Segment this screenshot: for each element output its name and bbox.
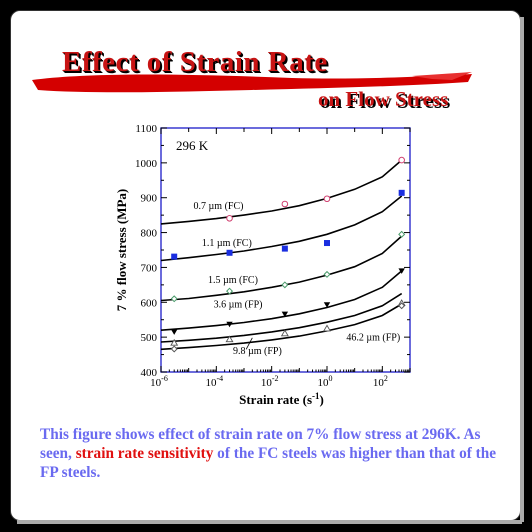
y-tick-label: 1100	[135, 123, 157, 135]
x-axis-label: Strain rate (s-1)	[239, 391, 324, 407]
x-tick-label: 10-4	[205, 374, 223, 389]
fit-curve	[160, 303, 403, 351]
data-point	[323, 270, 331, 278]
y-tick-label: 1000	[135, 158, 158, 170]
series-label: 9.8 µm (FP)	[233, 346, 282, 357]
y-tick-label: 900	[141, 193, 158, 205]
data-point	[398, 189, 405, 196]
data-point	[280, 329, 289, 337]
y-tick-label: 500	[141, 332, 158, 344]
data-point	[171, 329, 178, 335]
data-point	[281, 281, 289, 289]
data-point	[226, 214, 233, 222]
x-tick-label: 10-2	[261, 374, 279, 389]
data-point	[281, 200, 289, 208]
series-label: 46.2 µm (FP)	[346, 333, 400, 344]
caption-part1: This figure shows effect of strain rate …	[40, 426, 481, 462]
caption: This figure shows effect of strain rate …	[40, 425, 510, 482]
data-point	[323, 324, 331, 332]
series-label: 0.7 µm (FC)	[194, 201, 244, 212]
x-tick-label: 102	[373, 374, 388, 389]
data-point	[226, 249, 233, 256]
caption-highlight: strain rate sensitivity	[75, 445, 214, 462]
x-tick-label: 10-6	[150, 374, 168, 389]
data-point	[226, 321, 233, 328]
series-label: 1.5 µm (FC)	[208, 275, 258, 286]
series-label: 3.6 µm (FP)	[214, 300, 263, 311]
data-point	[170, 345, 178, 353]
data-point	[281, 311, 289, 318]
flow-stress-chart: 400 500 600 700 800 900 1000 1100 10-6 10-4 10-2 10…	[114, 123, 411, 407]
data-point	[226, 287, 234, 295]
y-tick-label: 600	[141, 297, 158, 309]
fit-curve	[160, 292, 403, 343]
data-point	[398, 230, 406, 238]
slide-title-line1: Effect of Strain Rate	[62, 46, 328, 78]
slide-title-line2: on Flow Stress	[318, 87, 449, 111]
data-point	[323, 302, 331, 308]
data-point	[170, 338, 179, 346]
data-point	[398, 156, 405, 164]
fit-curve	[160, 159, 403, 225]
x-tick-label: 100	[318, 374, 333, 389]
red-brush-stroke	[32, 72, 472, 93]
data-point	[171, 253, 178, 260]
fit-curve	[160, 235, 403, 302]
y-axis-label: 7 % flow stress (MPa)	[114, 189, 129, 312]
data-point	[398, 302, 406, 310]
y-tick-label: 400	[141, 367, 158, 379]
slide-frame	[10, 10, 524, 524]
series-label: 1.1 µm (FC)	[202, 238, 252, 249]
data-point	[398, 268, 405, 274]
label-pointer	[245, 337, 253, 350]
caption-part2: of the FC steels was higher than that of…	[40, 445, 497, 481]
fit-curve	[160, 270, 403, 331]
data-point	[323, 195, 331, 203]
data-point	[170, 295, 178, 303]
temperature-annotation: 296 K	[176, 138, 209, 153]
data-point	[281, 245, 288, 252]
y-tick-label: 700	[141, 262, 158, 274]
fit-curve	[160, 195, 403, 262]
data-point	[225, 335, 234, 343]
y-tick-label: 800	[141, 228, 158, 240]
data-point	[324, 240, 330, 247]
